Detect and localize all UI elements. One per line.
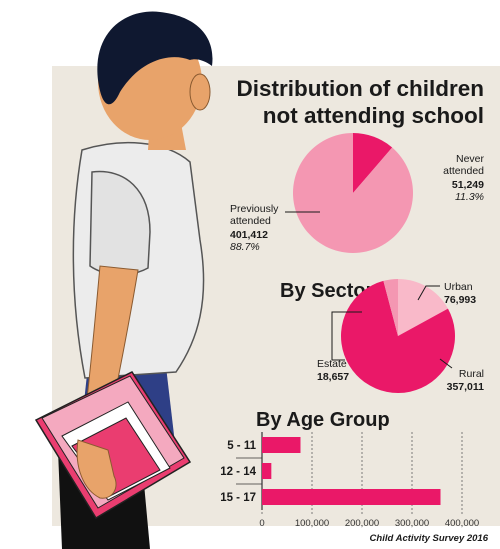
never-attended-value: 51,249 <box>452 179 484 191</box>
rural-leader <box>439 358 453 369</box>
attendance-pie-chart <box>293 133 414 253</box>
urban-value: 76,993 <box>444 294 476 306</box>
never-attended-label-2: attended <box>443 165 484 177</box>
x-tick-label: 200,000 <box>345 518 379 529</box>
previously-attended-value: 401,412 <box>230 229 268 241</box>
student-ear <box>189 73 211 111</box>
previously-attended-label-2: attended <box>230 215 271 227</box>
bar-15-17 <box>262 489 441 505</box>
sector-pie-chart <box>341 279 456 394</box>
chart-title-line1: Distribution of children <box>237 76 485 101</box>
urban-label: Urban <box>444 281 473 293</box>
category-label: 12 - 14 <box>220 466 256 478</box>
chart-title-line2: not attending school <box>263 103 484 128</box>
estate-label: Estate <box>317 358 347 370</box>
pie-slice-rural <box>341 280 456 394</box>
x-tick-label: 0 <box>259 518 264 529</box>
source-note: Child Activity Survey 2016 <box>370 533 489 544</box>
previously-attended-percent: 88.7% <box>230 241 260 253</box>
estate-leader <box>331 311 362 361</box>
never-attended-percent: 11.3% <box>455 191 484 203</box>
pie-slice-urban <box>398 279 448 336</box>
bar-5-11 <box>262 437 301 453</box>
student-hair <box>97 11 213 105</box>
bar-12-14 <box>262 463 272 479</box>
urban-leader <box>417 285 440 301</box>
student-illustration <box>34 11 213 549</box>
age-group-title: By Age Group <box>256 409 390 431</box>
pie-slice-previously-attended <box>293 133 414 253</box>
x-tick-label: 300,000 <box>395 518 429 529</box>
sector-title: By Sector <box>280 280 374 302</box>
estate-value: 18,657 <box>317 371 349 383</box>
category-label: 15 - 17 <box>220 492 256 504</box>
x-tick-label: 400,000 <box>445 518 479 529</box>
pie-slice-never-attended <box>353 133 393 193</box>
pie-slice-estate <box>383 279 398 336</box>
category-label: 5 - 11 <box>227 440 256 452</box>
student-hand <box>76 439 117 499</box>
x-tick-label: 100,000 <box>295 518 329 529</box>
age-group-bar-chart: 0 100,000 200,000 300,000 400,000 5 - 11 12 - … <box>220 432 479 529</box>
previously-attended-label-1: Previously <box>230 203 279 215</box>
books-icon <box>34 371 192 520</box>
rural-label: Rural <box>459 368 484 380</box>
never-attended-label-1: Never <box>456 153 485 165</box>
rural-value: 357,011 <box>447 381 485 393</box>
